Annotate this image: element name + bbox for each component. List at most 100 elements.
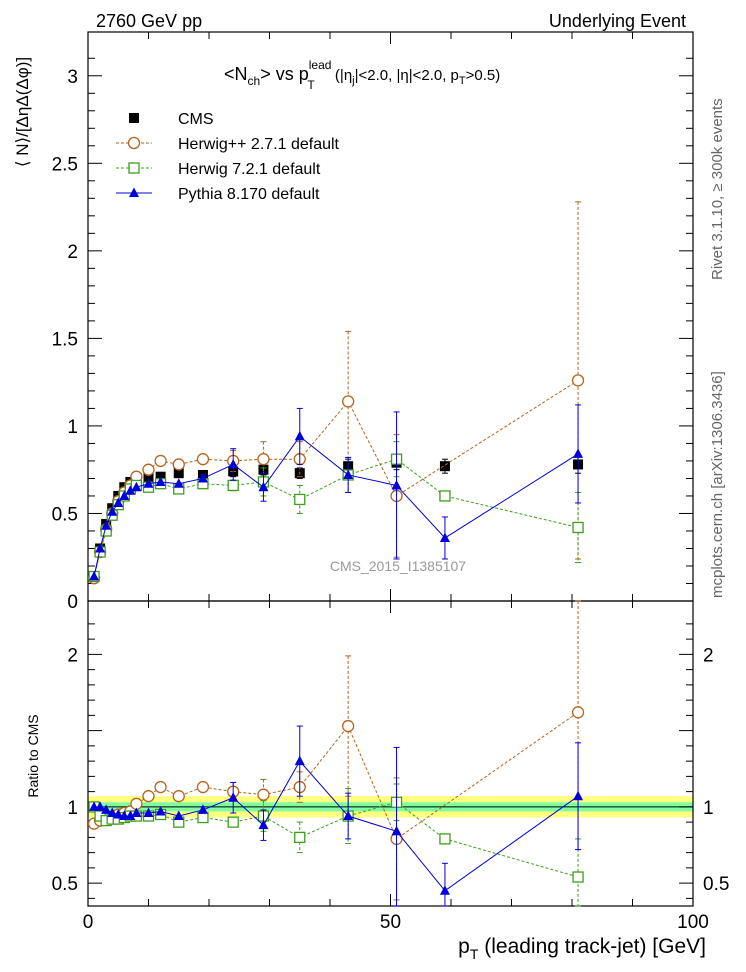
legend-marker	[128, 162, 140, 174]
ratio-point	[572, 871, 584, 883]
main-point	[197, 472, 208, 483]
main-point	[571, 374, 585, 387]
main-point	[439, 461, 450, 472]
main-point	[89, 570, 100, 581]
main-point	[95, 542, 106, 553]
ratio-line	[93, 711, 579, 840]
ratio-ytick-label-right: 0.5	[703, 874, 729, 895]
main-point	[113, 497, 124, 507]
x-axis-label: pT (leading track-jet) [GeV]	[458, 935, 706, 962]
main-panel: 0.5 1 1.5 2 2.5 3 0	[52, 31, 694, 613]
main-point	[155, 476, 166, 486]
ratio-ytick-label-left: 2	[67, 645, 78, 666]
title-vs: > vs p	[260, 64, 309, 84]
main-point	[172, 458, 185, 471]
x-axis-label-rest: (leading track-jet) [GeV]	[478, 935, 706, 958]
rivet-label: Rivet 3.1.10, ≥ 300k events	[709, 98, 726, 280]
legend-item: Herwig 7.2.1 default	[116, 161, 321, 178]
ratio-point	[101, 804, 112, 814]
main-ytick-label: 2	[67, 242, 78, 263]
main-point	[572, 521, 584, 534]
title-cuts-c: >0.5)	[466, 67, 501, 84]
ratio-point	[155, 805, 166, 816]
legend-item: Herwig++ 2.7.1 default	[116, 136, 340, 153]
main-point	[391, 479, 402, 490]
ratio-point	[294, 831, 306, 844]
ratio-point	[258, 819, 269, 830]
main-point	[154, 454, 167, 468]
ratio-point	[227, 816, 239, 828]
ratio-point	[142, 790, 155, 803]
ratio-point	[294, 755, 305, 766]
ratio-point	[257, 788, 270, 801]
main-point	[131, 481, 142, 492]
ratio-ytick-label-left: 0.5	[52, 874, 78, 895]
watermark: CMS_2015_I1385107	[330, 558, 466, 574]
ratio-ytick-label-right: 2	[703, 645, 714, 666]
main-point	[142, 463, 155, 476]
ratio-frame	[87, 600, 694, 907]
ratio-point	[173, 810, 184, 821]
legend-marker	[127, 136, 141, 150]
legend-label: Pythia 8.170 default	[178, 186, 320, 203]
main-point	[228, 458, 239, 469]
header-left: 2760 GeV pp	[96, 11, 202, 31]
ratio-ytick-label-right: 1	[703, 798, 714, 819]
ratio-point	[154, 780, 167, 794]
legend: CMS Herwig++ 2.7.1 default Herwig 7.2.1 de…	[116, 111, 340, 203]
main-line	[93, 379, 579, 579]
legend-label: Herwig 7.2.1 default	[178, 161, 321, 178]
ratio-point	[125, 810, 136, 821]
x-axis-label-p: p	[458, 935, 470, 958]
main-point	[196, 453, 210, 466]
plot-title: <Nch> vs plead T (|ηj|<2.0, |η|<2.0, pT>0…	[224, 58, 500, 92]
main-point	[125, 485, 136, 495]
title-sub-ch: ch	[248, 74, 261, 88]
main-point	[294, 430, 305, 441]
x-tick-label: 100	[677, 912, 709, 933]
main-ytick-label-zero: 0	[67, 592, 78, 613]
main-ytick-label: 1.5	[52, 329, 78, 350]
title-sub-T2: T	[459, 75, 466, 87]
x-tick-label: 50	[380, 912, 401, 933]
mcplots-label: mcplots.cern.ch [arXiv:1306.3436]	[709, 371, 726, 598]
main-ytick-label: 0.5	[52, 504, 78, 525]
ratio-point	[197, 811, 209, 824]
y-axis-label-bottom: Ratio to CMS	[25, 714, 41, 797]
ratio-ytick-label-left: 1	[67, 798, 78, 819]
ratio-point	[571, 706, 585, 719]
title-cuts-b: |<2.0, |η|<2.0, p	[355, 67, 459, 84]
y-axis-label-top: ⟨ N⟩/[ΔηΔ(Δφ)]	[13, 57, 32, 167]
ratio-point	[172, 790, 185, 803]
title-cuts-a: (|η	[331, 67, 352, 84]
title-sub-T: T	[307, 78, 315, 92]
ratio-point	[107, 807, 118, 817]
ratio-point	[196, 780, 210, 794]
ratio-line	[94, 760, 579, 892]
header-right: Underlying Event	[549, 11, 686, 31]
x-axis-label-sub: T	[470, 946, 479, 962]
title-sup-lead: lead	[309, 58, 332, 72]
ratio-point	[573, 790, 584, 801]
main-series-herwig-2-7-1-default	[87, 201, 585, 585]
legend-label: Herwig++ 2.7.1 default	[178, 136, 340, 153]
ratio-point	[391, 825, 402, 836]
legend-item: Pythia 8.170 default	[116, 186, 320, 203]
ratio-point	[131, 807, 142, 817]
main-point	[119, 490, 130, 500]
main-series-pythia-8-170-default	[89, 404, 584, 581]
ratio-point	[341, 719, 355, 733]
title-sub-j: j	[351, 75, 354, 87]
main-ytick-label: 1	[67, 417, 78, 438]
main-point	[173, 478, 184, 488]
legend-item: CMS	[129, 111, 214, 128]
main-point	[573, 448, 584, 458]
x-tick-label: 0	[83, 912, 94, 933]
main-point	[439, 532, 450, 542]
main-line	[93, 435, 579, 577]
ratio-point	[343, 810, 354, 821]
title-a: <N	[224, 64, 248, 84]
ratio-panel: 0.5 0.5 1 1 2 2 0 50 100	[52, 600, 729, 933]
ratio-point	[439, 885, 450, 895]
